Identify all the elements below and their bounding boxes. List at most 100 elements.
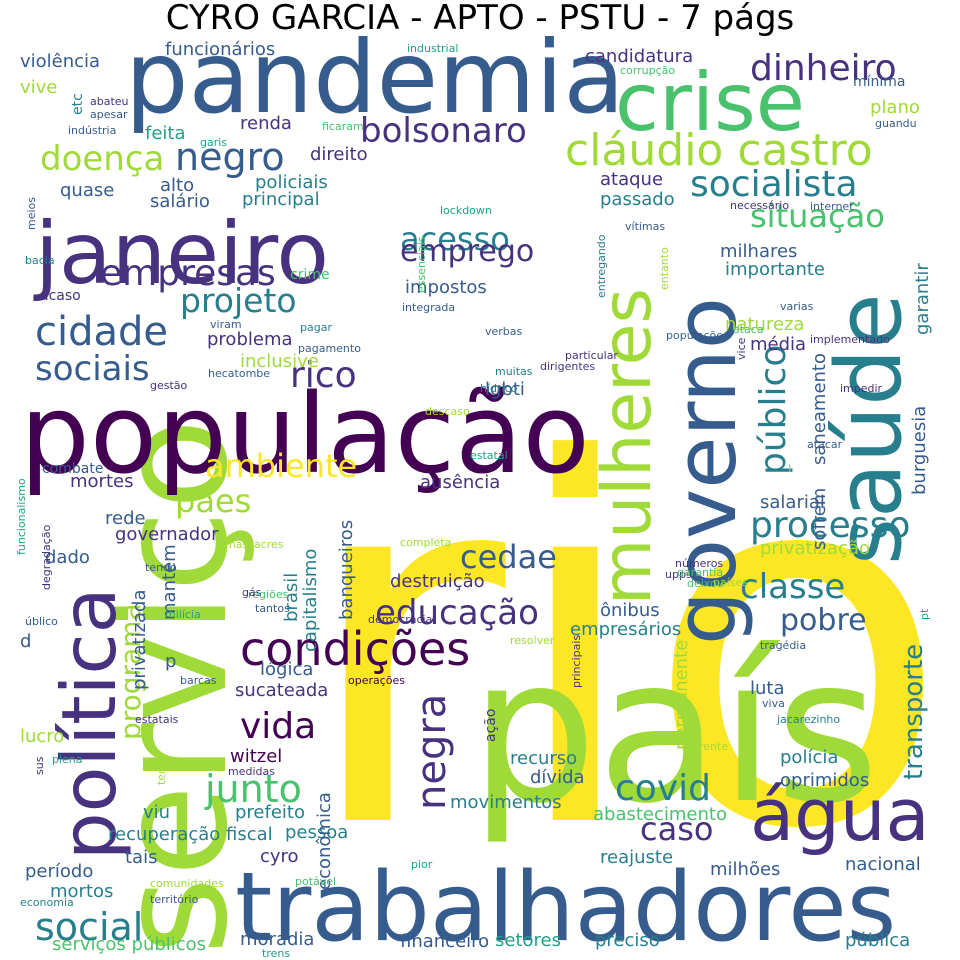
cloud-word: corrupção (620, 64, 675, 77)
cloud-word: oprimidos (780, 770, 869, 791)
cloud-word: quase (60, 180, 114, 201)
cloud-word: plena (52, 753, 83, 766)
cloud-word: funcionários (165, 39, 275, 60)
cloud-word: indústria (68, 124, 116, 137)
cloud-word: trabalhadores (235, 853, 896, 960)
cloud-word: salarial (760, 492, 825, 513)
cloud-word: essenciais (415, 236, 428, 293)
cloud-word: principal (242, 189, 320, 210)
cloud-word: saneamento (809, 353, 830, 465)
cloud-word: rio (300, 356, 950, 938)
cloud-word: mortos (50, 881, 113, 902)
cloud-word: lgbti (485, 379, 525, 400)
cloud-word: populações (666, 329, 729, 342)
cloud-word: país (470, 615, 879, 848)
cloud-word: úblico (25, 615, 58, 628)
cloud-word: milhões (710, 859, 780, 880)
cloud-word: milhares (720, 241, 797, 262)
cloud-word: classe (740, 567, 845, 607)
cloud-word: serviços públicos (52, 934, 206, 955)
cloud-word: pública (845, 930, 910, 951)
cloud-word: recuperação fiscal (108, 824, 273, 845)
cloud-word: atacar (807, 438, 843, 451)
cloud-word: preciso (595, 930, 660, 951)
cloud-word: funcionalismo (15, 478, 28, 555)
cloud-word: varias (780, 300, 814, 313)
cloud-word: serviço (87, 418, 261, 955)
cloud-word: comunidades (150, 877, 224, 890)
cloud-word: lógica (260, 659, 313, 680)
cloud-word: violência (20, 51, 100, 72)
cloud-word: abateu (90, 95, 129, 108)
cloud-word: dirigentes (540, 360, 595, 373)
cloud-word: socialista (690, 164, 858, 205)
cloud-word: ficaram (322, 120, 364, 133)
cloud-word: barcas (180, 674, 217, 687)
cloud-word: sociais (35, 349, 150, 389)
cloud-word: operações (348, 674, 405, 687)
cloud-word: viva (762, 697, 785, 710)
cloud-word: mínima (853, 74, 906, 90)
cloud-word: lockdown (440, 204, 492, 217)
cloud-word: situação (750, 197, 885, 235)
cloud-word: etc (70, 93, 86, 115)
cloud-word: acesso (400, 220, 510, 258)
cloud-word: caso (640, 810, 713, 848)
cloud-word: dado (45, 547, 90, 568)
cloud-word: privatização (760, 538, 870, 559)
cloud-word: apesar (90, 108, 128, 121)
cloud-word: descaso (425, 405, 470, 418)
cloud-word: números (675, 557, 723, 570)
cloud-word: empresários (570, 619, 681, 640)
cloud-word: pandemia (125, 19, 625, 136)
cloud-word: deixou (687, 577, 724, 590)
cloud-word: gestão (150, 379, 188, 392)
cloud-word: democracia (368, 613, 432, 626)
cloud-word: internet (810, 200, 854, 213)
cloud-word: pagamento (298, 342, 361, 355)
cloud-word: massacres (225, 538, 284, 551)
cloud-word: bolsonaro (360, 111, 527, 151)
cloud-word: vida (240, 706, 316, 747)
cloud-word: tema (155, 756, 168, 785)
cloud-word: empresas (100, 253, 276, 294)
cloud-word: países (713, 576, 748, 589)
cloud-word: garantia (677, 566, 723, 579)
cloud-word: sofrem (809, 488, 830, 550)
cloud-word: importante (725, 259, 825, 280)
cloud-word: banqueiros (336, 520, 357, 620)
cloud-word: emprego (400, 234, 534, 269)
cloud-word: cyro (260, 846, 299, 867)
cloud-word: jacarezinho (776, 713, 840, 726)
cloud-word: meios (25, 197, 38, 230)
cloud-word: paes (175, 482, 251, 520)
cloud-word: capitalismo (300, 549, 321, 652)
cloud-word: pagar (300, 321, 332, 334)
cloud-word: burguesia (909, 406, 930, 495)
cloud-word: particular (565, 349, 618, 362)
cloud-word: dinheiro (750, 48, 897, 89)
cloud-word: mulheres (588, 288, 667, 605)
cloud-word: combate (42, 461, 103, 477)
cloud-word: projeto (180, 281, 297, 320)
cloud-word: crise (615, 56, 805, 149)
cloud-word: setores (495, 930, 561, 951)
cloud-word: economia (20, 896, 74, 909)
cloud-word: social (35, 905, 143, 949)
cloud-word: gás (242, 586, 262, 599)
cloud-word: alto (160, 175, 194, 196)
cloud-word: frente (695, 740, 728, 753)
cloud-word: processo (750, 505, 910, 546)
cloud-word: muitas (495, 365, 533, 378)
cloud-word: privatizada (129, 589, 150, 690)
cloud-word: ambiente (205, 447, 357, 485)
cloud-word: trens (262, 947, 290, 960)
cloud-word: dívida (530, 767, 585, 788)
cloud-word: entregando (595, 234, 608, 298)
cloud-word: movimentos (450, 792, 562, 813)
cloud-word: doença (40, 139, 164, 179)
cloud-word: saúde (817, 293, 922, 565)
cloud-word: econômica (314, 792, 335, 890)
cloud-word: mortes (70, 471, 133, 492)
cloud-word: pior (411, 858, 433, 871)
